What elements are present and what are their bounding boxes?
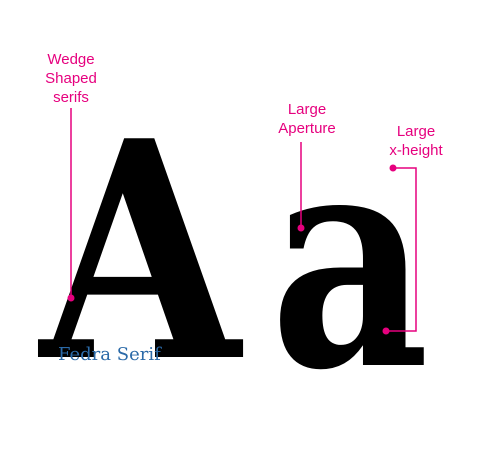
wedge-shaped-serifs-label: Wedge Shaped serifs xyxy=(34,50,108,107)
wedge-label-line-3: serifs xyxy=(53,89,89,106)
uppercase-a-glyph: A xyxy=(40,75,241,428)
xheight-label-line-2: x-height xyxy=(389,142,443,159)
large-aperture-label: Large Aperture xyxy=(262,100,352,138)
wedge-label-line-2: Shaped xyxy=(45,70,97,87)
wedge-label-line-1: Wedge xyxy=(47,51,95,68)
aperture-label-line-1: Large xyxy=(287,101,327,118)
aperture-label-line-2: Aperture xyxy=(278,120,336,137)
large-x-height-label: Large x-height xyxy=(378,122,454,160)
xheight-label-line-1: Large xyxy=(396,123,436,140)
font-name-caption: Fedra Serif xyxy=(58,344,161,365)
